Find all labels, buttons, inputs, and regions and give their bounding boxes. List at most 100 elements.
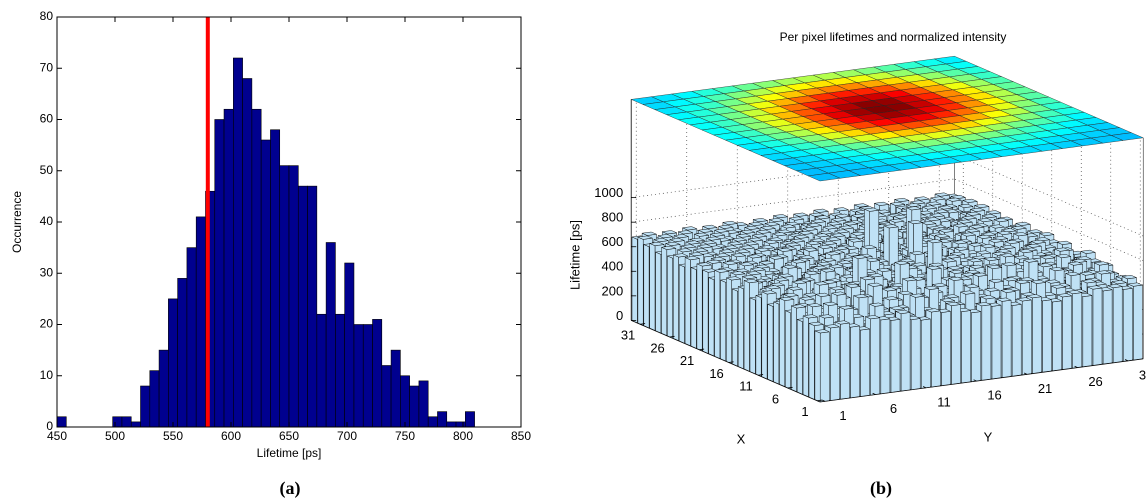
bar (260, 139, 271, 428)
bar-top (744, 225, 760, 230)
bar-face (661, 247, 668, 336)
x-tick-label: 1 (801, 404, 808, 419)
bar-top (722, 260, 738, 265)
bar-top (993, 218, 1009, 223)
bar-top (817, 244, 833, 249)
y-axis-label: Y (984, 429, 993, 444)
bar-top (774, 277, 790, 282)
bar-top (902, 277, 918, 282)
bar-top (1067, 290, 1083, 295)
y-tick-label: 1 (839, 408, 846, 423)
bar-face (860, 328, 870, 397)
bar-top (730, 271, 746, 276)
bar-top (653, 238, 669, 243)
bar-top (1014, 255, 1029, 260)
bar (465, 411, 475, 428)
bar (121, 416, 132, 428)
bar-top (889, 218, 905, 223)
bar-face (900, 312, 911, 392)
bar-top (969, 224, 985, 229)
bar (409, 385, 420, 428)
y-tick-label: 10 (40, 368, 54, 382)
bar-top (798, 230, 814, 235)
bar (112, 416, 123, 428)
bar-face (1001, 299, 1012, 378)
bar-top (715, 253, 731, 258)
bar-top (972, 272, 988, 277)
bar-top (718, 224, 734, 229)
bar-top (756, 229, 772, 234)
bar-face (678, 264, 685, 344)
bar-top (1011, 225, 1027, 230)
bar (242, 78, 253, 428)
bar-top (1045, 279, 1061, 284)
bar-top (983, 256, 999, 262)
z-tick-label: 0 (616, 308, 623, 323)
x-tick-label: 6 (772, 391, 779, 406)
bar-top (697, 244, 713, 249)
bar-top (763, 239, 779, 244)
bar-top (820, 268, 836, 273)
bar (56, 416, 67, 428)
bar-top (939, 228, 954, 233)
bar-top (769, 282, 785, 287)
y-tick-label: 31 (1139, 367, 1147, 382)
bar-top (977, 218, 993, 223)
bar-face (767, 303, 774, 382)
bar-face (785, 310, 791, 390)
bar-top (794, 234, 810, 239)
y-tick-label: 11 (937, 394, 951, 409)
bar-top (702, 268, 718, 273)
bar-top (833, 246, 849, 251)
bar-top (740, 229, 756, 234)
bar-top (845, 283, 861, 288)
bar (362, 324, 373, 428)
bar-top (817, 261, 832, 266)
bar-top (694, 232, 709, 237)
bar-top (752, 218, 768, 223)
bar-top (799, 255, 815, 260)
bar (279, 165, 290, 428)
bar (390, 349, 401, 428)
y-axis-label: Occurrence (10, 191, 24, 253)
bar-top (883, 224, 899, 229)
bar-top (782, 264, 798, 269)
bar-top (989, 224, 1005, 229)
bar-top (1095, 270, 1111, 275)
bar-top (787, 286, 803, 291)
bar-face (1042, 299, 1052, 373)
bar-top (802, 226, 818, 231)
z-tick-label: 600 (601, 234, 623, 249)
x-tick-label: 750 (395, 429, 415, 443)
bar-top (969, 264, 985, 269)
bar (130, 421, 141, 428)
bar-top (961, 272, 976, 277)
bar-face (690, 267, 697, 349)
bar-top (681, 244, 697, 249)
bar-face (732, 288, 738, 367)
bar-top (641, 231, 657, 236)
bar-top (934, 233, 950, 238)
bar-face (951, 304, 961, 385)
bar-top (996, 297, 1012, 302)
bar-top (1016, 297, 1032, 302)
bar-face (819, 331, 830, 403)
bar-top (925, 308, 941, 313)
bar-top (964, 284, 980, 289)
bar-top (831, 217, 847, 222)
bar-top (722, 220, 738, 225)
bar-face (1052, 300, 1062, 372)
bar-top (1039, 232, 1055, 237)
y-tick-label: 30 (40, 265, 54, 279)
bar-face (1072, 292, 1083, 369)
bar (446, 421, 457, 428)
bar-top (803, 292, 819, 297)
bar-top (962, 198, 978, 203)
bar-top (976, 302, 992, 307)
bar-top (778, 273, 794, 278)
bar-top (790, 259, 806, 264)
bar-top (945, 254, 961, 259)
bar-top (838, 225, 854, 230)
bar-top (957, 219, 973, 224)
bar-top (811, 219, 826, 224)
